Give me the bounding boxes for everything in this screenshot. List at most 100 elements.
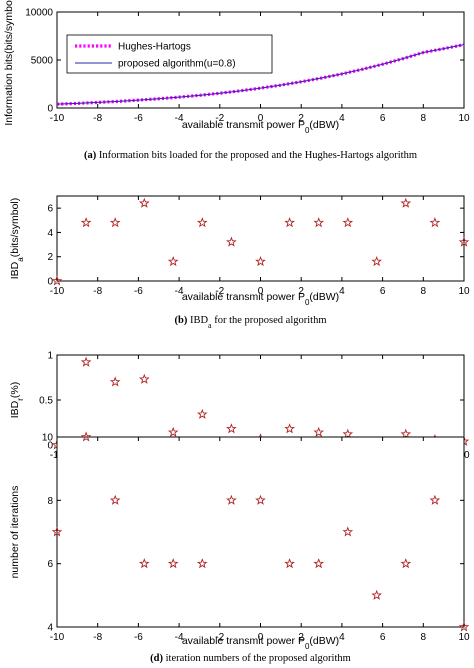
x-tick-label: -6 <box>134 632 143 643</box>
data-point-star <box>226 236 237 247</box>
data-point-star <box>196 408 208 419</box>
data-point-star <box>80 356 92 367</box>
x-tick-label: 6 <box>380 286 386 297</box>
x-tick-label: 6 <box>380 113 386 124</box>
y-tick-label: 6 <box>47 204 53 215</box>
data-point-star <box>51 526 63 537</box>
legend: Hughes-Hartogs proposed algorithm(u=0.8) <box>66 34 273 74</box>
chart-panel-d: -10 -8 -6 -4 -2 0 2 4 6 8 10 4 6 8 10 available transmi… <box>9 431 470 664</box>
plot-frame <box>56 195 465 282</box>
x-tick-label: -8 <box>93 113 102 124</box>
data-point-star <box>167 255 179 267</box>
data-point-star <box>226 423 237 434</box>
x-tick-label: 0 <box>258 286 264 297</box>
data-point-star <box>167 558 179 569</box>
data-point-star <box>429 494 441 505</box>
data-point-star <box>80 431 92 442</box>
y-tick-label: 4 <box>47 228 53 239</box>
data-point-star <box>400 197 412 208</box>
data-point-star <box>313 558 325 569</box>
x-tick-label: -6 <box>134 113 143 124</box>
data-point-star <box>255 255 266 267</box>
y-tick-label: 0 <box>47 104 53 115</box>
data-point-star <box>109 217 121 228</box>
y-tick-label: 10000 <box>25 8 53 19</box>
data-point-star <box>458 621 470 632</box>
y-axis-label: IBDr(%) <box>9 382 25 419</box>
y-axis-label: IBDa(bits/symbol) <box>9 198 25 279</box>
x-tick-label: -4 <box>175 632 184 643</box>
chart-panel-a: -10 -8 -6 -4 -2 0 2 4 6 8 10 0 5000 10000 available tr… <box>3 0 470 161</box>
data-point-star <box>458 236 470 247</box>
data-point-star <box>284 423 295 434</box>
x-tick-label: 8 <box>421 632 427 643</box>
y-tick-label: 1 <box>47 351 53 362</box>
plot-frame <box>56 436 465 628</box>
data-point-star <box>342 217 354 228</box>
chart-panel-b: -10 -8 -6 -4 -2 0 2 4 6 8 10 0 2 4 6 available transmit… <box>9 195 470 330</box>
x-tick-label: -8 <box>93 286 102 297</box>
data-point-star <box>255 494 266 505</box>
series-line-proposed <box>56 44 465 105</box>
data-point-star <box>196 558 208 569</box>
data-point-star <box>371 255 383 267</box>
y-tick-label: 0 <box>47 441 53 452</box>
data-point-star <box>284 217 295 228</box>
data-point-star <box>371 589 383 600</box>
plot-frame <box>56 354 465 446</box>
data-point-star <box>429 217 441 228</box>
x-axis-label: available transmit power P0(dBW) <box>182 119 339 135</box>
y-tick-label: 2 <box>47 252 53 263</box>
figure-caption: (b) IBDa for the proposed algorithm <box>174 315 326 330</box>
x-tick-label: 4 <box>339 632 345 643</box>
data-point-star <box>51 275 63 286</box>
x-tick-label: -4 <box>175 286 184 297</box>
figure-caption: (a) Information bits loaded for the prop… <box>84 150 417 161</box>
y-axis-label: Information bits(bits/symbol) <box>3 0 15 126</box>
x-tick-label: 0 <box>258 632 264 643</box>
data-point-star <box>109 494 121 505</box>
legend-label-hughes-hartogs: Hughes-Hartogs <box>118 42 191 53</box>
figure-caption: (d) iteration numbers of the proposed al… <box>150 653 351 664</box>
data-point-star <box>138 558 150 569</box>
legend-label-proposed: proposed algorithm(u=0.8) <box>118 59 236 70</box>
x-tick-label: -10 <box>50 113 65 124</box>
x-tick-label: 2 <box>298 113 304 124</box>
y-tick-label: 0 <box>47 277 53 288</box>
y-tick-label: 0.5 <box>39 396 53 407</box>
x-tick-label: -2 <box>215 286 224 297</box>
x-tick-label: 10 <box>458 113 470 124</box>
x-tick-label: -6 <box>134 286 143 297</box>
data-point-star <box>400 428 412 439</box>
data-point-star <box>226 494 237 505</box>
x-tick-label: 2 <box>298 286 304 297</box>
data-point-star <box>313 217 325 228</box>
x-tick-label: -8 <box>93 632 102 643</box>
y-tick-label: 8 <box>47 496 53 507</box>
x-axis-label: available transmit power P0(dBW) <box>182 635 339 651</box>
x-tick-label: 8 <box>421 286 427 297</box>
data-point-star <box>167 426 179 437</box>
x-tick-label: 8 <box>421 113 427 124</box>
data-point-star <box>109 376 121 387</box>
x-tick-label: 10 <box>458 286 470 297</box>
legend-box <box>66 34 273 74</box>
x-axis-label: available transmit power P0(dBW) <box>182 291 339 307</box>
y-tick-label: 6 <box>47 559 53 570</box>
x-tick-label: -2 <box>215 632 224 643</box>
data-point-star <box>138 373 150 384</box>
data-point-star <box>196 217 208 228</box>
x-tick-label: 0 <box>258 113 264 124</box>
x-tick-label: 4 <box>339 286 345 297</box>
x-tick-label: 6 <box>380 632 386 643</box>
x-tick-label: -4 <box>175 113 184 124</box>
x-tick-label: 10 <box>458 632 470 643</box>
data-point-star <box>342 428 354 439</box>
y-tick-label: 4 <box>47 623 53 634</box>
data-point-star <box>342 526 354 537</box>
data-point-star <box>284 558 295 569</box>
x-tick-label: 2 <box>298 632 304 643</box>
x-tick-label: -10 <box>50 632 65 643</box>
data-point-star <box>313 426 325 437</box>
